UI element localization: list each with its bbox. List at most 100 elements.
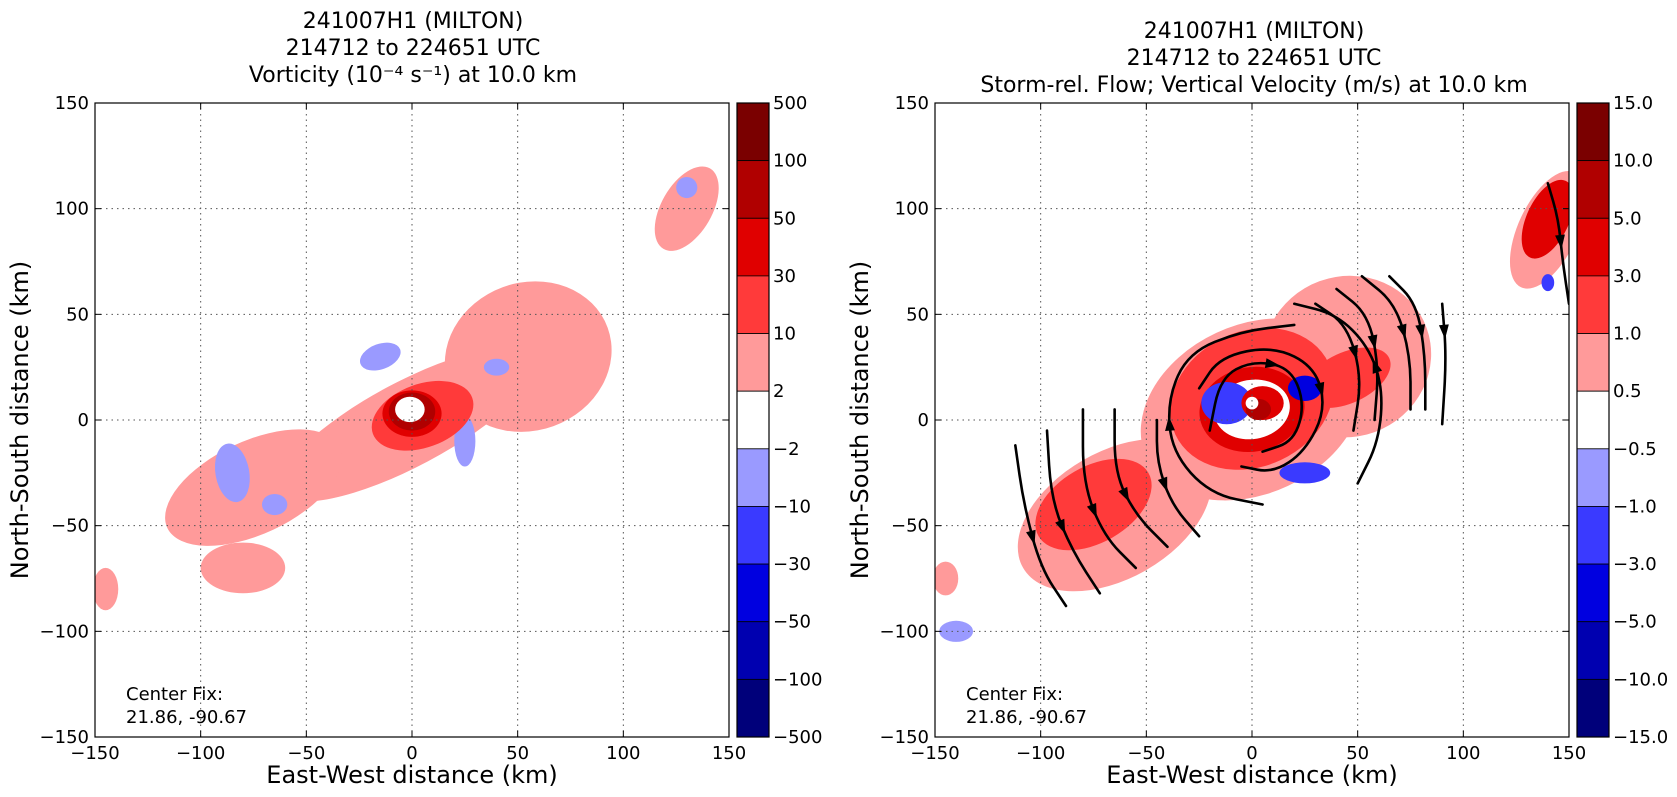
vorticity-panel: 241007H1 (MILTON) 214712 to 224651 UTC V… — [6, 9, 822, 789]
colorbar-label: −15.0 — [1613, 727, 1668, 748]
colorbar-label: −1.0 — [1613, 496, 1657, 517]
colorbar-label: 10 — [773, 324, 796, 345]
contour-region — [1303, 347, 1391, 408]
streamline — [1208, 361, 1304, 453]
streamline-arrow — [1118, 486, 1130, 503]
colorbar: 500 100 50 30 10 2 −2 −10 −30 −50 −100 −500 — [736, 93, 822, 748]
streamline-arrow — [1348, 344, 1358, 360]
vorticity-contours — [95, 166, 719, 611]
colorbar-segment — [1576, 102, 1610, 162]
chart-title-line-3: Storm-rel. Flow; Vertical Velocity (m/s)… — [980, 73, 1527, 98]
colorbar-segment — [1576, 563, 1610, 623]
colorbar-label: −100 — [773, 669, 822, 690]
y-tick-label: 0 — [78, 410, 89, 431]
y-tick-label: −50 — [891, 516, 929, 537]
storm-relative-streamlines — [1014, 182, 1569, 608]
colorbar-segment — [736, 563, 770, 623]
colorbar-frame — [1576, 102, 1610, 738]
x-tick-label: −100 — [1016, 743, 1065, 764]
colorbar-segment — [1576, 390, 1610, 450]
axis-ticks: −150 −100 −50 0 50 100 150 −150 −100 −50 0 50 100 150 — [880, 93, 1587, 764]
contour-region — [1245, 396, 1259, 410]
streamline-arrow — [1264, 358, 1280, 368]
colorbar-segment — [1576, 160, 1610, 219]
colorbar-segment — [736, 448, 770, 507]
streamline-arrow — [1086, 502, 1097, 519]
colorbar-segment — [1576, 506, 1610, 565]
colorbar-segment — [1576, 621, 1610, 680]
contour-region — [939, 620, 974, 642]
y-tick-label: −100 — [40, 621, 89, 642]
contour-region — [200, 542, 286, 594]
colorbar-segment — [736, 217, 770, 277]
y-tick-label: −50 — [51, 516, 89, 537]
colorbar-label: 30 — [773, 266, 796, 287]
colorbar-label: −50 — [773, 612, 811, 633]
contour-region — [676, 176, 698, 199]
colorbar-label: 1.0 — [1613, 324, 1642, 345]
streamline — [1440, 302, 1447, 426]
colorbar-label: 50 — [773, 208, 796, 229]
chart-title-line-2: 214712 to 224651 UTC — [1127, 46, 1382, 71]
colorbar-segment — [1576, 678, 1610, 738]
streamline — [1167, 323, 1296, 506]
colorbar-label: −10.0 — [1613, 669, 1668, 690]
colorbar: 15.0 10.0 5.0 3.0 1.0 0.5 −0.5 −1.0 −3.0 −5.0 −10.… — [1576, 93, 1668, 748]
colorbar-label: −30 — [773, 554, 811, 575]
colorbar-segment — [736, 678, 770, 738]
center-fix-value: 21.86, -90.67 — [126, 707, 247, 728]
y-tick-label: −100 — [880, 621, 929, 642]
x-tick-label: 0 — [406, 743, 417, 764]
contour-region — [95, 567, 119, 611]
contour-region — [483, 358, 510, 376]
y-tick-label: 100 — [55, 199, 89, 220]
streamline-arrow — [1165, 416, 1175, 432]
colorbar-label: 100 — [773, 151, 807, 172]
contour-region — [395, 396, 425, 423]
vertical-velocity-panel: 241007H1 (MILTON) 214712 to 224651 UTC S… — [846, 19, 1668, 789]
colorbar-segment — [1576, 448, 1610, 507]
y-tick-label: 50 — [66, 304, 89, 325]
chart-title-line-1: 241007H1 (MILTON) — [1144, 19, 1365, 44]
x-tick-label: 150 — [712, 743, 746, 764]
x-tick-label: 100 — [606, 743, 640, 764]
colorbar-label: 3.0 — [1613, 266, 1642, 287]
contour-region — [654, 166, 719, 251]
streamline-arrow — [1555, 234, 1565, 250]
chart-title-line-1: 241007H1 (MILTON) — [303, 9, 524, 34]
chart-title-line-2: 214712 to 224651 UTC — [286, 36, 541, 61]
y-tick-label: 0 — [918, 410, 929, 431]
x-tick-label: 150 — [1552, 743, 1586, 764]
streamline-arrow — [1055, 518, 1066, 534]
streamline-arrow — [1415, 324, 1426, 340]
colorbar-label: 5.0 — [1613, 208, 1642, 229]
y-tick-label: 150 — [55, 93, 89, 114]
y-tick-label: 100 — [895, 199, 929, 220]
grid — [935, 103, 1569, 737]
y-tick-label: 50 — [906, 304, 929, 325]
streamline-arrow — [1157, 476, 1168, 492]
y-tick-label: −150 — [880, 727, 929, 748]
x-axis-label: East-West distance (km) — [266, 761, 557, 789]
colorbar-label: −500 — [773, 727, 822, 748]
x-tick-label: 50 — [1346, 743, 1369, 764]
center-fix-value: 21.86, -90.67 — [966, 707, 1087, 728]
colorbar-label: 2 — [773, 381, 784, 402]
colorbar-label: 500 — [773, 93, 807, 114]
streamline-arrow — [1367, 334, 1378, 350]
contour-region — [1541, 274, 1555, 292]
colorbar-frame — [736, 102, 770, 738]
contour-region — [165, 429, 342, 546]
colorbar-segment — [736, 621, 770, 680]
colorbar-label: −0.5 — [1613, 439, 1657, 460]
streamline-arrow — [1438, 324, 1449, 340]
colorbar-label: −5.0 — [1613, 612, 1657, 633]
colorbar-segment — [736, 160, 770, 219]
colorbar-segment — [736, 390, 770, 450]
x-tick-label: −50 — [1127, 743, 1165, 764]
x-tick-label: −50 — [287, 743, 325, 764]
y-tick-label: −150 — [40, 727, 89, 748]
streamline-arrow — [1026, 529, 1036, 545]
colorbar-label: −3.0 — [1613, 554, 1657, 575]
